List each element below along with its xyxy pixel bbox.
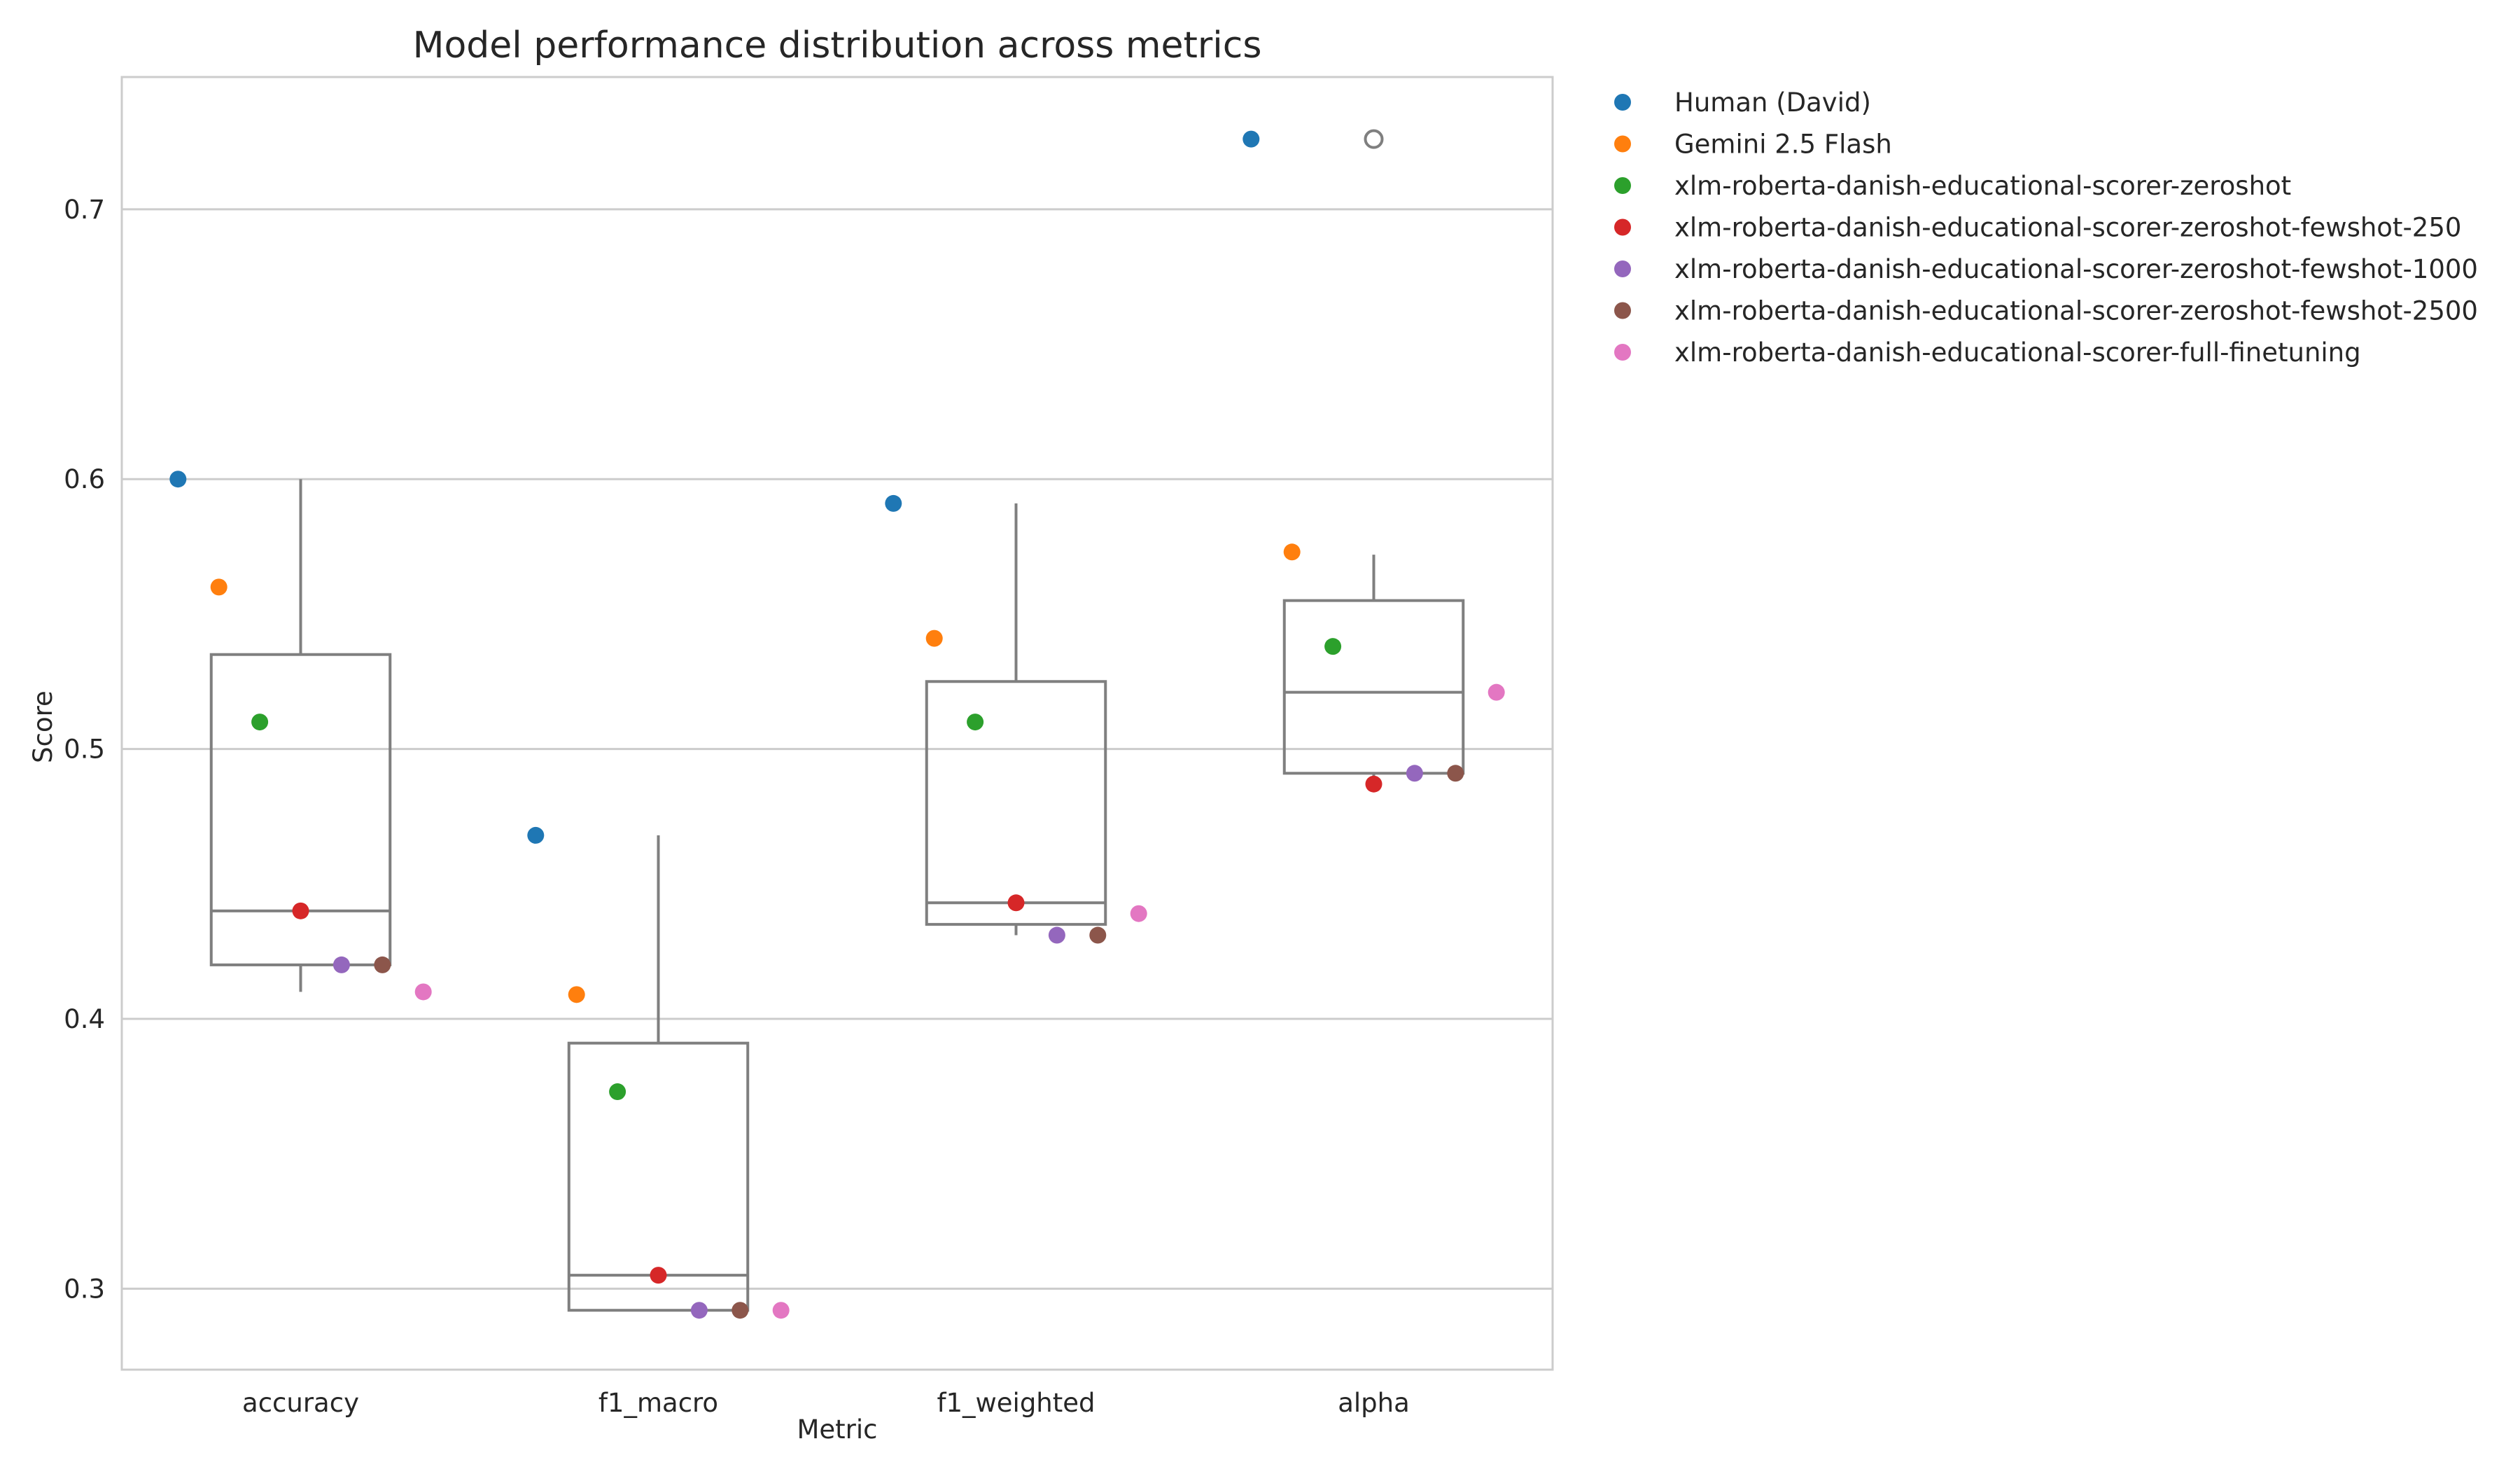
boxes bbox=[209, 129, 1465, 1312]
legend-item: xlm-roberta-danish-educational-scorer-fu… bbox=[1614, 338, 2361, 368]
y-tick-label: 0.4 bbox=[64, 1004, 105, 1034]
data-point bbox=[1242, 130, 1260, 148]
data-points bbox=[169, 130, 1505, 1319]
legend-label: xlm-roberta-danish-educational-scorer-ze… bbox=[1674, 171, 2291, 201]
data-point bbox=[609, 1083, 626, 1101]
legend-item: Gemini 2.5 Flash bbox=[1614, 130, 1892, 160]
legend-item: Human (David) bbox=[1614, 88, 1871, 118]
box-f1_macro bbox=[567, 835, 750, 1312]
y-axis-label: Score bbox=[28, 690, 58, 763]
legend-marker bbox=[1614, 135, 1631, 153]
data-point bbox=[885, 494, 902, 512]
chart-title: Model performance distribution across me… bbox=[413, 25, 1262, 67]
data-point bbox=[1447, 765, 1464, 782]
legend: Human (David) Gemini 2.5 Flash xlm-roberta… bbox=[1614, 88, 2478, 368]
data-point bbox=[925, 630, 943, 647]
data-point bbox=[568, 986, 585, 1003]
data-point bbox=[1089, 926, 1107, 944]
data-point bbox=[1283, 543, 1301, 561]
plot-frame bbox=[120, 76, 1554, 1371]
legend-label: xlm-roberta-danish-educational-scorer-ze… bbox=[1674, 296, 2478, 326]
legend-marker bbox=[1614, 302, 1631, 319]
data-point bbox=[1365, 775, 1382, 793]
data-point bbox=[210, 578, 227, 596]
x-tick-label: alpha bbox=[1338, 1388, 1410, 1418]
data-point bbox=[1007, 894, 1025, 912]
data-point bbox=[374, 956, 391, 973]
legend-label: Gemini 2.5 Flash bbox=[1674, 130, 1892, 160]
y-tick-label: 0.7 bbox=[64, 195, 105, 225]
legend-item: xlm-roberta-danish-educational-scorer-ze… bbox=[1614, 213, 2461, 243]
data-point bbox=[1406, 765, 1423, 782]
legend-item: xlm-roberta-danish-educational-scorer-ze… bbox=[1614, 296, 2478, 326]
box-body bbox=[567, 1041, 750, 1312]
y-tick-labels: 0.3 0.4 0.5 0.6 0.7 bbox=[64, 195, 105, 1305]
data-point bbox=[1324, 638, 1342, 655]
data-point bbox=[332, 956, 350, 973]
legend-marker bbox=[1614, 218, 1631, 236]
data-point bbox=[650, 1267, 667, 1284]
x-tick-label: f1_macro bbox=[598, 1388, 718, 1418]
box-body bbox=[925, 680, 1107, 926]
box-body bbox=[209, 653, 392, 966]
y-tick-label: 0.5 bbox=[64, 735, 105, 765]
legend-label: xlm-roberta-danish-educational-scorer-fu… bbox=[1674, 338, 2361, 368]
legend-item: xlm-roberta-danish-educational-scorer-ze… bbox=[1614, 171, 2291, 201]
data-point bbox=[772, 1302, 790, 1319]
grid-lines bbox=[122, 208, 1553, 1290]
y-tick-label: 0.6 bbox=[64, 464, 105, 494]
x-axis-label: Metric bbox=[797, 1414, 877, 1445]
data-point bbox=[292, 902, 309, 919]
legend-label: Human (David) bbox=[1674, 88, 1871, 118]
data-point bbox=[732, 1302, 749, 1319]
data-point bbox=[1048, 926, 1065, 944]
data-point bbox=[690, 1302, 708, 1319]
data-point bbox=[414, 983, 432, 1001]
legend-marker bbox=[1614, 94, 1631, 111]
x-tick-label: f1_weighted bbox=[937, 1388, 1095, 1418]
data-point bbox=[1488, 683, 1505, 701]
data-point bbox=[169, 471, 187, 488]
legend-item: xlm-roberta-danish-educational-scorer-ze… bbox=[1614, 254, 2478, 284]
data-point bbox=[527, 826, 545, 844]
data-point bbox=[1130, 905, 1147, 922]
x-tick-labels: accuracy f1_macro f1_weighted alpha bbox=[242, 1388, 1410, 1418]
x-tick-label: accuracy bbox=[242, 1388, 359, 1418]
outlier-marker bbox=[1364, 129, 1384, 149]
legend-label: xlm-roberta-danish-educational-scorer-ze… bbox=[1674, 254, 2478, 284]
data-point bbox=[251, 714, 269, 731]
y-tick-label: 0.3 bbox=[64, 1274, 105, 1304]
legend-marker bbox=[1614, 260, 1631, 277]
box-body bbox=[1282, 599, 1465, 775]
legend-marker bbox=[1614, 177, 1631, 194]
data-point bbox=[967, 714, 984, 731]
legend-marker bbox=[1614, 344, 1631, 361]
legend-label: xlm-roberta-danish-educational-scorer-ze… bbox=[1674, 213, 2461, 243]
